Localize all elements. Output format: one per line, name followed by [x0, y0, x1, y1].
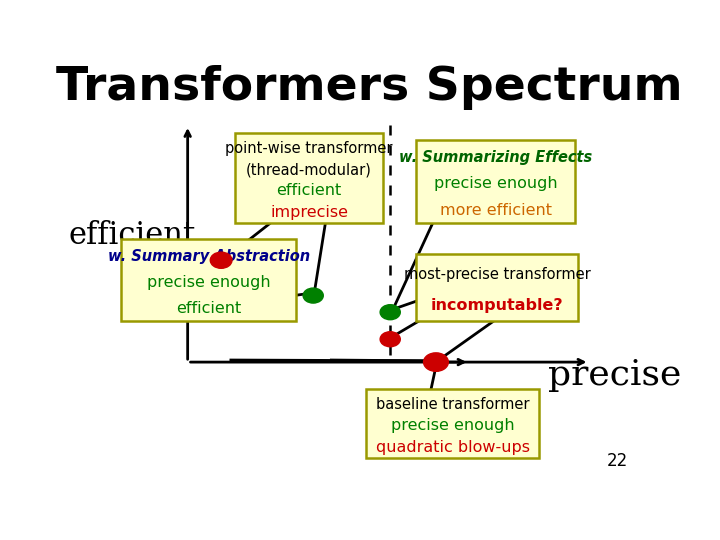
FancyBboxPatch shape [121, 239, 297, 321]
Text: point-wise transformer: point-wise transformer [225, 141, 393, 156]
Text: precise: precise [547, 357, 681, 392]
Text: efficient: efficient [276, 184, 341, 198]
Text: precise enough: precise enough [434, 177, 558, 191]
Text: efficient: efficient [176, 301, 241, 316]
Text: w. Summarizing Effects: w. Summarizing Effects [400, 150, 593, 165]
Circle shape [210, 252, 232, 268]
Text: 22: 22 [607, 452, 629, 470]
Text: more efficient: more efficient [440, 202, 552, 218]
Text: (thread-modular): (thread-modular) [246, 162, 372, 177]
Text: most-precise transformer: most-precise transformer [404, 267, 590, 282]
FancyBboxPatch shape [366, 389, 539, 458]
FancyBboxPatch shape [416, 254, 578, 321]
Text: incomputable?: incomputable? [431, 299, 564, 313]
Text: quadratic blow-ups: quadratic blow-ups [376, 440, 530, 455]
Circle shape [380, 305, 400, 320]
FancyBboxPatch shape [235, 133, 383, 223]
Text: imprecise: imprecise [270, 205, 348, 220]
Text: Transformers Spectrum: Transformers Spectrum [55, 65, 683, 110]
Text: baseline transformer: baseline transformer [376, 396, 529, 411]
Circle shape [423, 353, 449, 372]
Text: efficient: efficient [68, 220, 195, 251]
Circle shape [303, 288, 323, 303]
Text: precise enough: precise enough [391, 418, 515, 433]
Circle shape [380, 332, 400, 347]
Text: w. Summary Abstraction: w. Summary Abstraction [107, 249, 310, 265]
FancyBboxPatch shape [416, 140, 575, 223]
Text: precise enough: precise enough [147, 275, 271, 290]
